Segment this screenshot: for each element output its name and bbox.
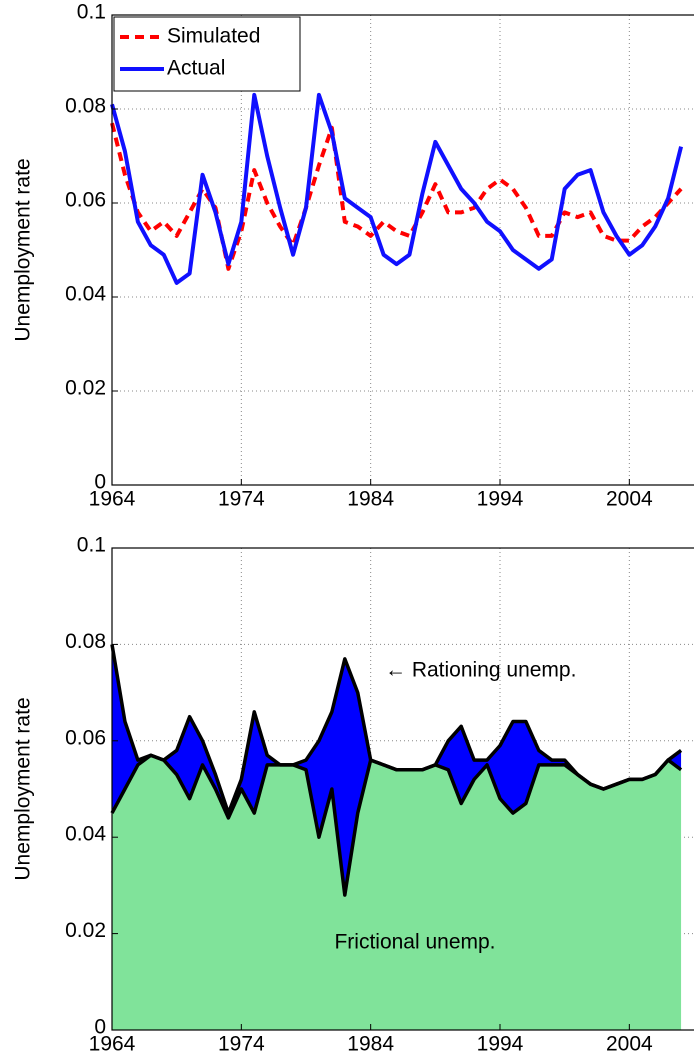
- frictional-area: [112, 755, 682, 1030]
- y-tick-label: 0.02: [65, 919, 106, 942]
- legend-box: [113, 16, 301, 92]
- total-line: [110, 644, 683, 815]
- y-tick-label: 0.02: [65, 377, 106, 400]
- axes-frame: [111, 547, 694, 1031]
- x-tick-label: 1974: [218, 488, 265, 511]
- annotation: ← Rationing unemp.: [385, 659, 576, 682]
- x-tick-label: 2004: [606, 488, 653, 511]
- plot-area: [112, 15, 694, 485]
- y-tick-label: 0.04: [65, 283, 106, 306]
- y-tick-label: 0.08: [65, 95, 106, 118]
- y-tick-label: 0: [94, 471, 106, 494]
- x-tick-label: 1974: [218, 1033, 265, 1053]
- x-tick-label: 1994: [477, 488, 524, 511]
- y-axis-label: Unemployment rate: [12, 158, 35, 341]
- axes-frame: [111, 14, 694, 486]
- y-tick-label: 0.06: [65, 726, 106, 749]
- x-tick-label: 1964: [89, 488, 136, 511]
- y-tick-label: 0.04: [65, 823, 106, 846]
- legend-label: Actual: [167, 57, 225, 80]
- series-line: [110, 92, 684, 285]
- y-tick-label: 0: [94, 1016, 106, 1039]
- x-tick-label: 2004: [606, 1033, 653, 1053]
- annotation: Frictional unemp.: [334, 931, 495, 954]
- y-axis-label: Unemployment rate: [12, 697, 35, 880]
- x-tick-label: 1994: [477, 1033, 524, 1053]
- y-tick-label: 0.1: [77, 1, 106, 24]
- subplot: 0 0.02 0.04 0.06 0.08 0.1 1964 1974 1984 1994 2004…: [12, 1, 694, 511]
- y-tick-label: 0.06: [65, 189, 106, 212]
- x-tick-label: 1984: [347, 488, 394, 511]
- legend-label: Simulated: [167, 25, 260, 48]
- y-tick-label: 0.1: [77, 534, 106, 557]
- y-tick-label: 0.08: [65, 630, 106, 653]
- x-tick-label: 1984: [347, 1033, 394, 1053]
- subplot: ← Rationing unemp. Frictional unemp. 0 0.02…: [12, 534, 694, 1053]
- x-tick-label: 1964: [89, 1033, 136, 1053]
- series-line: [110, 122, 683, 271]
- legend: Simulated Actual: [113, 16, 301, 92]
